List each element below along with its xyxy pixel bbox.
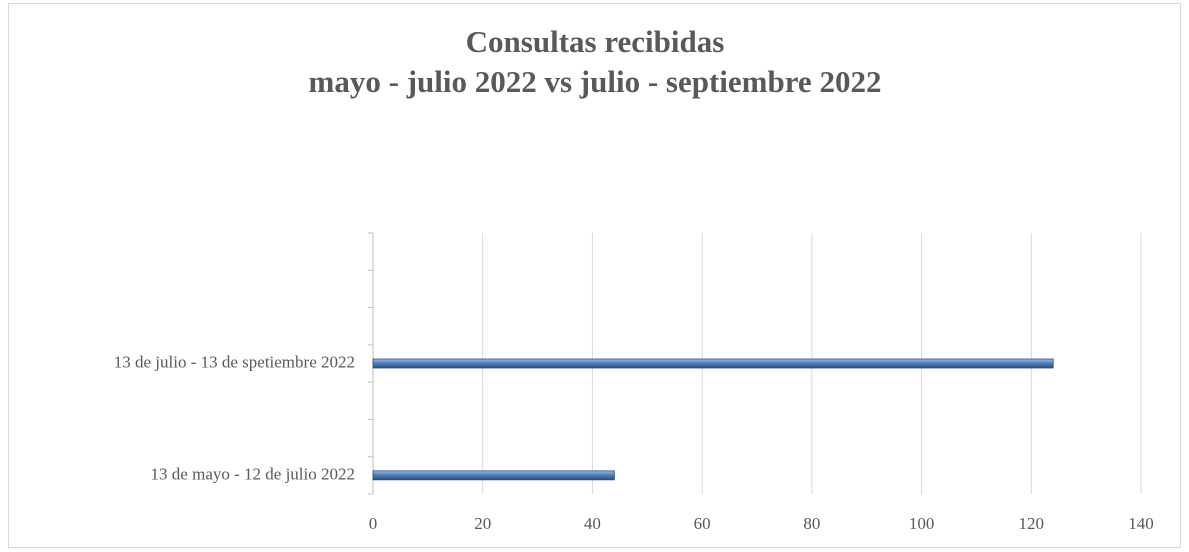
x-tick-label: 140	[1128, 514, 1154, 533]
x-tick-label: 100	[909, 514, 935, 533]
chart-title: Consultas recibidas mayo - julio 2022 vs…	[308, 24, 882, 99]
y-tick-label: 13 de mayo - 12 de julio 2022	[151, 464, 355, 483]
x-tick-label: 0	[369, 514, 378, 533]
y-tick-label: 13 de julio - 13 de spetiembre 2022	[114, 352, 355, 371]
bar	[372, 470, 615, 481]
chart-border	[8, 3, 1181, 548]
x-tick-label: 80	[803, 514, 820, 533]
x-tick-label: 40	[584, 514, 601, 533]
x-tick-label: 60	[694, 514, 711, 533]
x-tick-label: 120	[1019, 514, 1045, 533]
bar	[372, 358, 1054, 369]
x-tick-label: 20	[474, 514, 491, 533]
